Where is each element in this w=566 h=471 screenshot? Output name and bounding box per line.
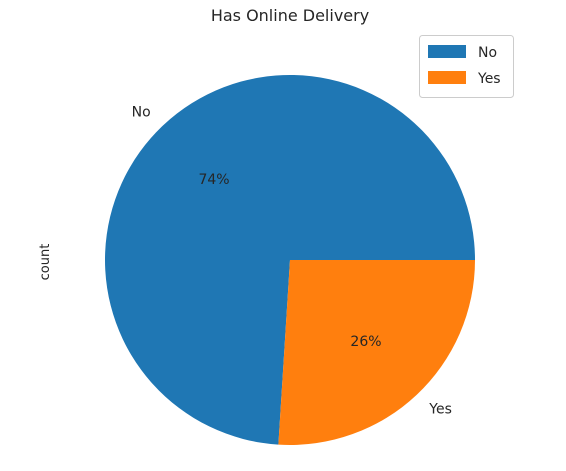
pct-label-yes: 26% (350, 334, 381, 350)
slice-label-no: No (132, 105, 151, 121)
legend-items: No Yes (428, 45, 501, 87)
slice-label-yes: Yes (428, 401, 452, 417)
pie-percentage-labels: 74% 26% (198, 172, 381, 350)
legend-swatch-yes (428, 71, 466, 84)
pie-slice-no (104, 74, 476, 445)
pie-slices (104, 74, 476, 445)
pie-slice-yes (278, 260, 475, 445)
legend-label-no: No (478, 45, 497, 61)
pct-label-no: 74% (198, 172, 229, 188)
legend: No Yes (419, 35, 514, 98)
pie-slice-labels: No Yes (132, 105, 452, 418)
legend-label-yes: Yes (477, 71, 501, 87)
legend-frame (419, 35, 514, 98)
y-axis-label: count (38, 244, 53, 281)
legend-swatch-no (428, 45, 466, 58)
chart-title: Has Online Delivery (211, 6, 369, 25)
